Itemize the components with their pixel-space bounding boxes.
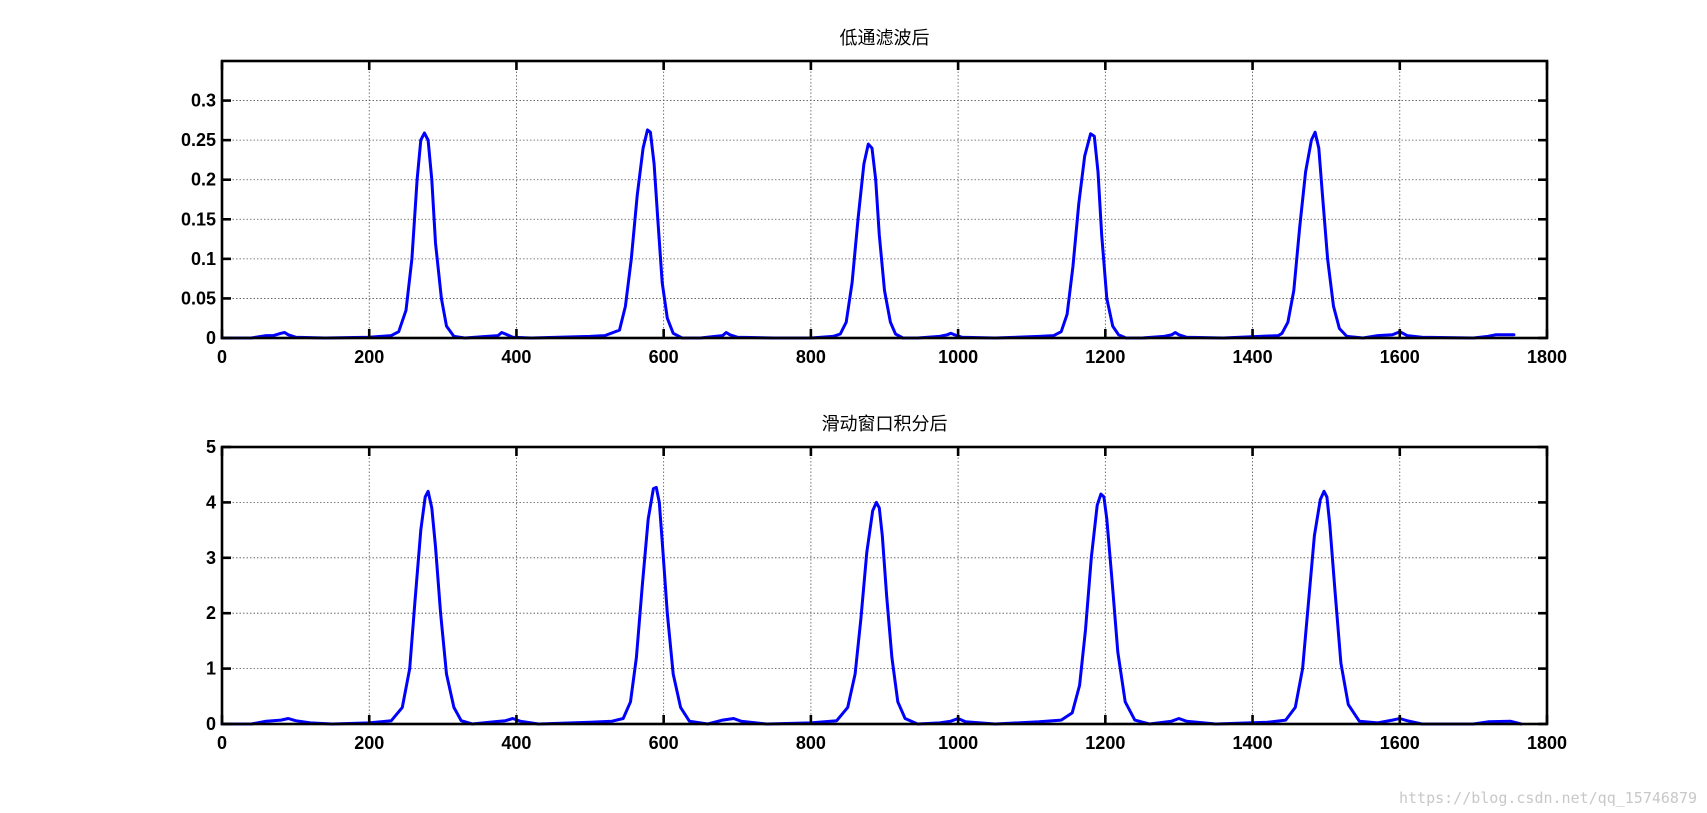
x-tick-label: 1600 (1380, 733, 1420, 753)
series-line (220, 485, 1523, 726)
x-tick-label: 1000 (938, 347, 978, 367)
x-tick-label: 1200 (1085, 347, 1125, 367)
x-tick-label: 400 (501, 733, 531, 753)
y-tick-label: 0.1 (191, 249, 216, 269)
x-tick-label: 800 (796, 733, 826, 753)
x-tick-label: 800 (796, 347, 826, 367)
y-tick-label: 0.25 (181, 130, 216, 150)
y-tick-label: 0.05 (181, 288, 216, 308)
x-tick-label: 1400 (1233, 733, 1273, 753)
x-tick-label: 1000 (938, 733, 978, 753)
y-tick-label: 2 (206, 603, 216, 623)
x-tick-label: 1200 (1085, 733, 1125, 753)
y-tick-label: 3 (206, 548, 216, 568)
plot-low-pass-filtered: 低通滤波后 0 200 400 600 800 1000 1200 1400 1600 1800 0 0… (181, 28, 1567, 367)
x-tick-label: 200 (354, 733, 384, 753)
axes-frame (220, 59, 1549, 340)
y-tick-label: 5 (206, 437, 216, 457)
watermark-text: https://blog.csdn.net/qq_15746879 (1398, 789, 1697, 807)
chart-title: 滑动窗口积分后 (822, 414, 948, 435)
y-tick-label: 0 (206, 328, 216, 348)
x-tick-label: 600 (649, 347, 679, 367)
x-tick-label: 200 (354, 347, 384, 367)
x-tick-label: 0 (217, 733, 227, 753)
y-tick-label: 0.2 (191, 170, 216, 190)
x-tick-label: 0 (217, 347, 227, 367)
x-tick-label: 1400 (1233, 347, 1273, 367)
x-tick-label: 1800 (1527, 347, 1567, 367)
series-line (220, 128, 1516, 340)
y-tick-label: 0 (206, 714, 216, 734)
y-tick-label: 0.3 (191, 91, 216, 111)
x-tick-label: 1800 (1527, 733, 1567, 753)
plot-sliding-window-integration: 滑动窗口积分后 0 200 400 600 800 1000 1200 1400 1600 1800… (206, 414, 1567, 753)
y-tick-label: 4 (206, 492, 216, 512)
chart-title: 低通滤波后 (840, 28, 930, 49)
x-tick-label: 600 (649, 733, 679, 753)
y-tick-label: 1 (206, 659, 216, 679)
y-tick-label: 0.15 (181, 209, 216, 229)
axes-frame (220, 445, 1549, 726)
x-tick-label: 400 (501, 347, 531, 367)
x-tick-label: 1600 (1380, 347, 1420, 367)
